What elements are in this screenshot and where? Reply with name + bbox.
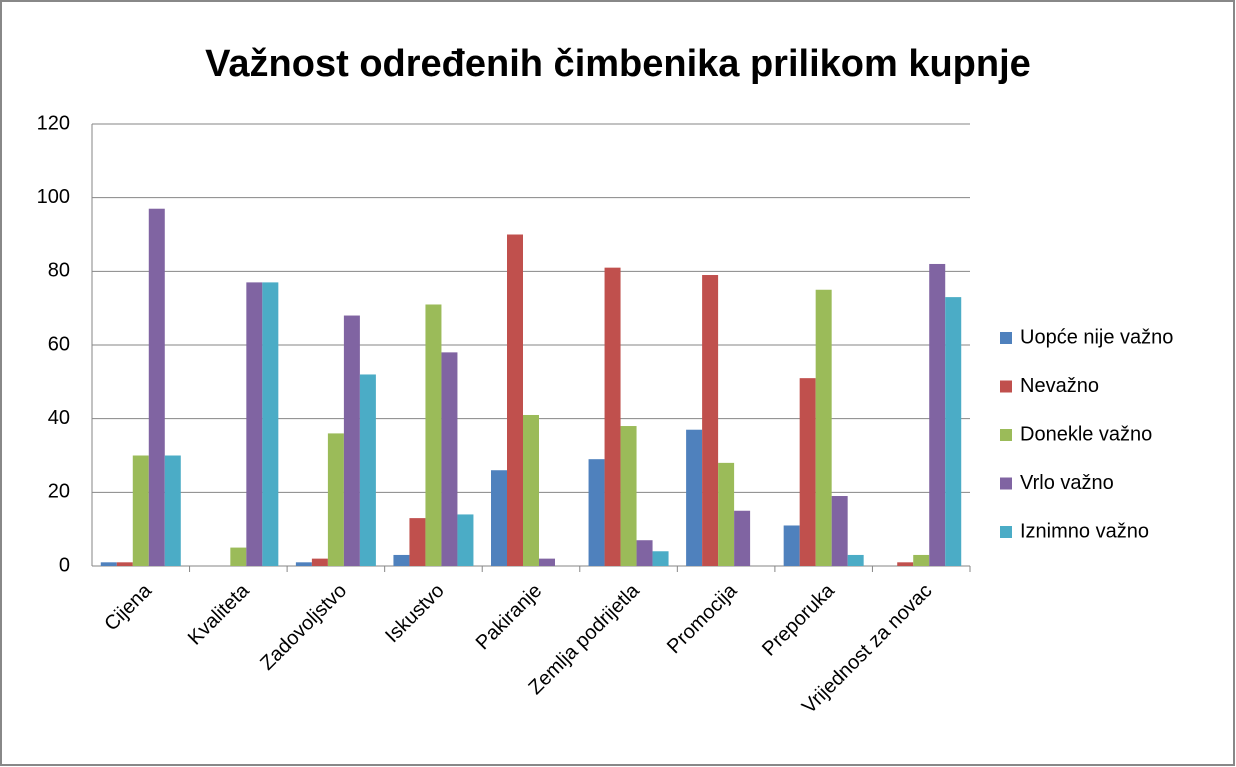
legend-label: Donekle važno bbox=[1020, 423, 1152, 445]
bar bbox=[815, 289, 832, 566]
bar bbox=[831, 496, 848, 566]
bar bbox=[604, 267, 621, 566]
bar bbox=[523, 414, 539, 566]
legend-swatch bbox=[1000, 477, 1012, 490]
y-tick-label: 100 bbox=[37, 186, 70, 208]
legend-label: Vrlo važno bbox=[1020, 472, 1114, 494]
bar bbox=[491, 470, 507, 566]
bar bbox=[686, 429, 703, 566]
legend-label: Iznimno važno bbox=[1020, 520, 1149, 542]
bar bbox=[913, 554, 930, 566]
bar bbox=[799, 378, 816, 566]
bar bbox=[457, 514, 474, 566]
bar bbox=[441, 352, 458, 566]
bar bbox=[393, 554, 410, 566]
chart-title: Važnost određenih čimbenika prilikom kup… bbox=[205, 43, 1031, 85]
bar bbox=[945, 297, 962, 566]
bar bbox=[409, 518, 426, 566]
legend-swatch bbox=[1000, 332, 1012, 344]
y-tick-label: 60 bbox=[48, 333, 70, 355]
legend-swatch bbox=[1000, 526, 1012, 538]
legend-swatch bbox=[1000, 380, 1012, 393]
bar bbox=[359, 374, 376, 566]
bar bbox=[262, 282, 279, 566]
y-tick-label: 40 bbox=[48, 407, 70, 429]
bar bbox=[702, 275, 719, 566]
bar bbox=[783, 525, 800, 566]
bar bbox=[230, 547, 247, 566]
bar bbox=[507, 234, 523, 566]
bar bbox=[164, 455, 181, 566]
bar bbox=[311, 558, 328, 566]
legend-label: Uopće nije važno bbox=[1020, 326, 1173, 348]
y-tick-label: 20 bbox=[48, 481, 70, 503]
bar bbox=[343, 315, 360, 566]
bar bbox=[327, 433, 344, 566]
bar bbox=[100, 562, 117, 566]
bar bbox=[718, 462, 735, 566]
bar bbox=[734, 510, 751, 566]
legend-label: Nevažno bbox=[1020, 375, 1099, 397]
bar bbox=[132, 455, 149, 566]
bar bbox=[539, 558, 555, 566]
bar bbox=[620, 426, 637, 566]
bar bbox=[425, 304, 442, 566]
bar bbox=[929, 263, 946, 566]
y-tick-label: 0 bbox=[59, 554, 70, 576]
bar bbox=[246, 282, 263, 566]
y-tick-label: 120 bbox=[37, 112, 70, 134]
bar bbox=[652, 551, 669, 566]
bar bbox=[636, 540, 653, 566]
legend-swatch bbox=[1000, 429, 1012, 441]
bar bbox=[148, 208, 165, 566]
bar bbox=[588, 459, 605, 566]
bar bbox=[847, 554, 864, 566]
y-tick-label: 80 bbox=[48, 260, 70, 282]
bar bbox=[897, 562, 914, 566]
bar bbox=[295, 562, 312, 566]
bar bbox=[116, 562, 133, 566]
